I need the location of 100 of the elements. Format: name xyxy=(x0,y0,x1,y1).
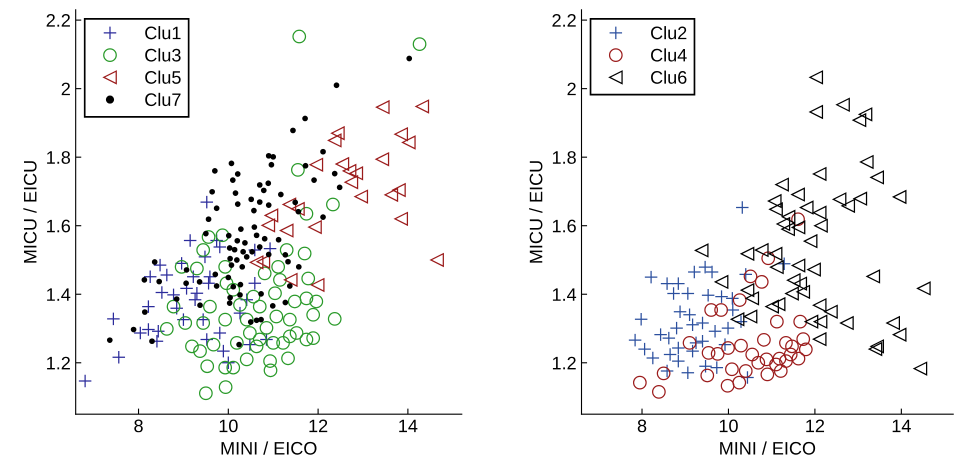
point xyxy=(770,260,784,274)
point xyxy=(151,324,166,338)
point xyxy=(288,294,302,308)
point xyxy=(300,332,314,346)
point xyxy=(807,262,821,276)
point xyxy=(916,282,931,296)
legend-label: Clu6 xyxy=(651,70,686,84)
point xyxy=(654,328,668,342)
point xyxy=(782,210,796,224)
point xyxy=(671,354,686,368)
point xyxy=(300,291,314,306)
point xyxy=(660,364,674,378)
point xyxy=(796,332,810,346)
point xyxy=(735,200,750,214)
point xyxy=(734,314,748,329)
point xyxy=(644,270,658,284)
point xyxy=(218,260,232,274)
point xyxy=(233,306,247,320)
point xyxy=(282,312,297,326)
point xyxy=(202,276,216,290)
point xyxy=(198,250,212,264)
point xyxy=(760,368,774,382)
y-tick-label: 1.8 xyxy=(552,151,576,164)
point xyxy=(233,298,247,312)
point xyxy=(740,283,754,298)
point xyxy=(680,286,695,300)
point xyxy=(704,303,718,317)
point xyxy=(190,286,204,300)
x-tick-label: 12 xyxy=(309,420,328,432)
point xyxy=(652,385,666,399)
point xyxy=(781,222,795,236)
point xyxy=(726,303,740,317)
point xyxy=(200,332,214,346)
point xyxy=(686,344,700,358)
point xyxy=(725,291,740,306)
point xyxy=(868,342,882,356)
point xyxy=(196,312,210,326)
point xyxy=(200,195,214,209)
point xyxy=(282,198,296,212)
point xyxy=(809,105,824,119)
point xyxy=(732,293,747,307)
y-tick-label: 1.6 xyxy=(552,220,576,232)
point xyxy=(853,192,868,206)
point xyxy=(698,260,712,274)
point xyxy=(273,272,287,287)
x-tick-label: 14 xyxy=(399,420,418,432)
y-tick-label: 1.2 xyxy=(47,356,70,370)
legend-label: Clu7 xyxy=(145,92,181,106)
point xyxy=(705,265,719,279)
point xyxy=(687,265,702,279)
y-tick-label: 1.4 xyxy=(47,288,70,301)
point xyxy=(744,310,758,324)
point xyxy=(143,270,158,284)
point xyxy=(812,332,827,346)
y-tick-label: 1.2 xyxy=(552,356,576,370)
point xyxy=(240,352,254,366)
point xyxy=(226,282,240,297)
y-tick-label: 2 xyxy=(62,82,70,96)
point xyxy=(202,230,216,244)
y-tick-label: 2 xyxy=(568,82,576,96)
point xyxy=(686,318,700,332)
point xyxy=(290,326,304,340)
point xyxy=(698,359,712,374)
y-tick-label: 1.6 xyxy=(47,220,70,232)
point xyxy=(671,276,686,290)
legend-label: Clu4 xyxy=(651,48,687,62)
point xyxy=(852,113,866,128)
point xyxy=(256,254,270,269)
point xyxy=(349,166,364,180)
y-tick-label: 2.2 xyxy=(552,14,576,27)
point xyxy=(269,310,284,324)
point xyxy=(824,304,838,319)
point xyxy=(714,275,728,289)
point xyxy=(306,308,320,322)
point xyxy=(793,276,808,290)
point xyxy=(841,198,856,213)
point xyxy=(745,291,760,306)
point xyxy=(858,107,872,122)
point xyxy=(198,386,213,400)
point xyxy=(415,100,430,114)
point xyxy=(142,300,156,314)
point xyxy=(732,376,746,390)
legend-label: Clu2 xyxy=(651,26,686,40)
point xyxy=(765,300,779,314)
y-tick-label: 1.8 xyxy=(47,151,70,164)
point xyxy=(721,321,735,336)
point xyxy=(342,164,356,178)
point xyxy=(78,374,92,388)
point xyxy=(725,362,739,376)
point xyxy=(721,341,735,355)
point xyxy=(634,312,648,326)
point xyxy=(260,320,274,335)
point xyxy=(220,276,234,290)
x-tick-label: 8 xyxy=(134,420,143,432)
point xyxy=(913,362,928,376)
x-tick-label: 10 xyxy=(720,420,738,432)
point xyxy=(730,312,744,326)
point xyxy=(804,314,818,329)
point xyxy=(280,243,294,257)
point xyxy=(326,198,340,212)
